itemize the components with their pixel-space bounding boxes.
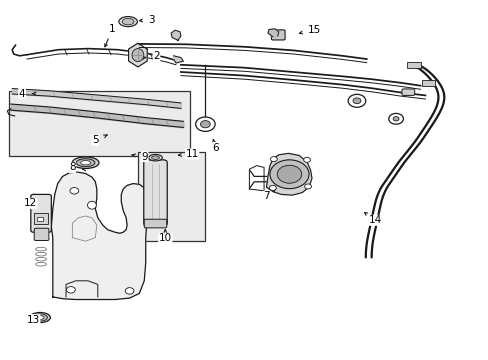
Text: 9: 9: [141, 152, 148, 162]
Bar: [138, 152, 205, 241]
Ellipse shape: [33, 314, 47, 321]
Polygon shape: [171, 30, 181, 40]
FancyBboxPatch shape: [34, 213, 48, 224]
FancyBboxPatch shape: [34, 228, 49, 240]
Text: 14: 14: [368, 215, 382, 225]
Circle shape: [195, 117, 215, 131]
Circle shape: [269, 185, 276, 190]
Ellipse shape: [72, 157, 99, 168]
Text: 1: 1: [109, 24, 116, 34]
FancyBboxPatch shape: [271, 30, 285, 40]
Circle shape: [392, 117, 398, 121]
Text: 6: 6: [211, 143, 218, 153]
Ellipse shape: [119, 17, 137, 27]
Ellipse shape: [30, 312, 50, 323]
Text: 3: 3: [148, 15, 155, 25]
Polygon shape: [266, 153, 311, 195]
FancyBboxPatch shape: [401, 89, 414, 95]
Ellipse shape: [148, 154, 162, 161]
Circle shape: [200, 121, 210, 128]
Text: 13: 13: [26, 315, 40, 325]
Ellipse shape: [132, 49, 143, 62]
Circle shape: [352, 98, 360, 104]
Ellipse shape: [151, 156, 159, 159]
Polygon shape: [173, 56, 183, 63]
Polygon shape: [267, 29, 278, 37]
Circle shape: [277, 165, 301, 183]
Text: 12: 12: [23, 198, 37, 208]
Text: 11: 11: [185, 149, 199, 159]
FancyBboxPatch shape: [31, 194, 51, 232]
Text: 15: 15: [306, 24, 320, 35]
Ellipse shape: [76, 159, 95, 167]
Circle shape: [66, 287, 75, 293]
FancyBboxPatch shape: [143, 160, 167, 226]
Circle shape: [70, 188, 79, 194]
Text: 4: 4: [19, 89, 25, 99]
Text: 2: 2: [153, 51, 160, 61]
Circle shape: [125, 288, 134, 294]
Circle shape: [270, 157, 277, 162]
FancyBboxPatch shape: [144, 219, 166, 228]
Text: 10: 10: [159, 233, 171, 243]
Ellipse shape: [122, 18, 134, 25]
Circle shape: [388, 113, 403, 124]
Polygon shape: [51, 172, 147, 300]
Ellipse shape: [36, 316, 44, 319]
Ellipse shape: [81, 161, 90, 165]
Bar: [37, 217, 42, 221]
Circle shape: [304, 184, 311, 189]
Circle shape: [269, 160, 308, 189]
Text: 7: 7: [263, 191, 269, 201]
Bar: [421, 80, 434, 86]
Polygon shape: [128, 43, 147, 67]
Ellipse shape: [87, 201, 96, 209]
Bar: [406, 62, 420, 68]
Bar: [9, 91, 189, 156]
Text: 8: 8: [69, 162, 76, 172]
Circle shape: [347, 94, 365, 107]
Text: 5: 5: [92, 135, 99, 145]
Circle shape: [303, 157, 310, 162]
